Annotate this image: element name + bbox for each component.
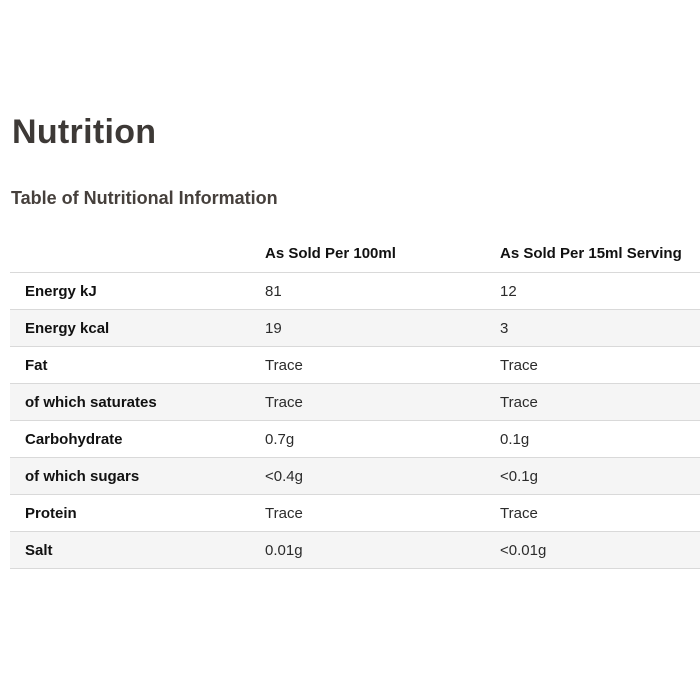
row-label: Fat	[10, 346, 250, 384]
value-per-15ml: Trace	[485, 346, 700, 384]
table-row: Fat Trace Trace	[10, 346, 700, 384]
value-per-100ml: 19	[250, 309, 485, 347]
value-per-100ml: Trace	[250, 383, 485, 421]
value-per-15ml: 12	[485, 272, 700, 310]
value-per-100ml: <0.4g	[250, 457, 485, 495]
page-title: Nutrition	[12, 113, 157, 151]
nutrition-table: As Sold Per 100ml As Sold Per 15ml Servi…	[10, 238, 700, 569]
value-per-100ml: Trace	[250, 346, 485, 384]
value-per-15ml: 0.1g	[485, 420, 700, 458]
row-label: Salt	[10, 531, 250, 569]
table-row: Salt 0.01g <0.01g	[10, 531, 700, 569]
value-per-15ml: <0.1g	[485, 457, 700, 495]
column-header-per-100ml: As Sold Per 100ml	[250, 238, 485, 273]
row-label: Protein	[10, 494, 250, 532]
table-row: Energy kJ 81 12	[10, 272, 700, 310]
value-per-100ml: 0.7g	[250, 420, 485, 458]
table-row: Energy kcal 19 3	[10, 309, 700, 347]
table-row: Protein Trace Trace	[10, 494, 700, 532]
row-label: Carbohydrate	[10, 420, 250, 458]
row-label: of which sugars	[10, 457, 250, 495]
value-per-15ml: Trace	[485, 383, 700, 421]
column-header-blank	[10, 238, 250, 273]
row-label: Energy kJ	[10, 272, 250, 310]
value-per-15ml: 3	[485, 309, 700, 347]
value-per-100ml: 81	[250, 272, 485, 310]
value-per-15ml: Trace	[485, 494, 700, 532]
table-row: of which sugars <0.4g <0.1g	[10, 457, 700, 495]
table-header-row: As Sold Per 100ml As Sold Per 15ml Servi…	[10, 238, 700, 273]
value-per-15ml: <0.01g	[485, 531, 700, 569]
row-label: of which saturates	[10, 383, 250, 421]
table-row: Carbohydrate 0.7g 0.1g	[10, 420, 700, 458]
table-row: of which saturates Trace Trace	[10, 383, 700, 421]
column-header-per-15ml-serving: As Sold Per 15ml Serving	[485, 238, 700, 273]
value-per-100ml: Trace	[250, 494, 485, 532]
value-per-100ml: 0.01g	[250, 531, 485, 569]
page-subtitle: Table of Nutritional Information	[11, 188, 278, 208]
row-label: Energy kcal	[10, 309, 250, 347]
